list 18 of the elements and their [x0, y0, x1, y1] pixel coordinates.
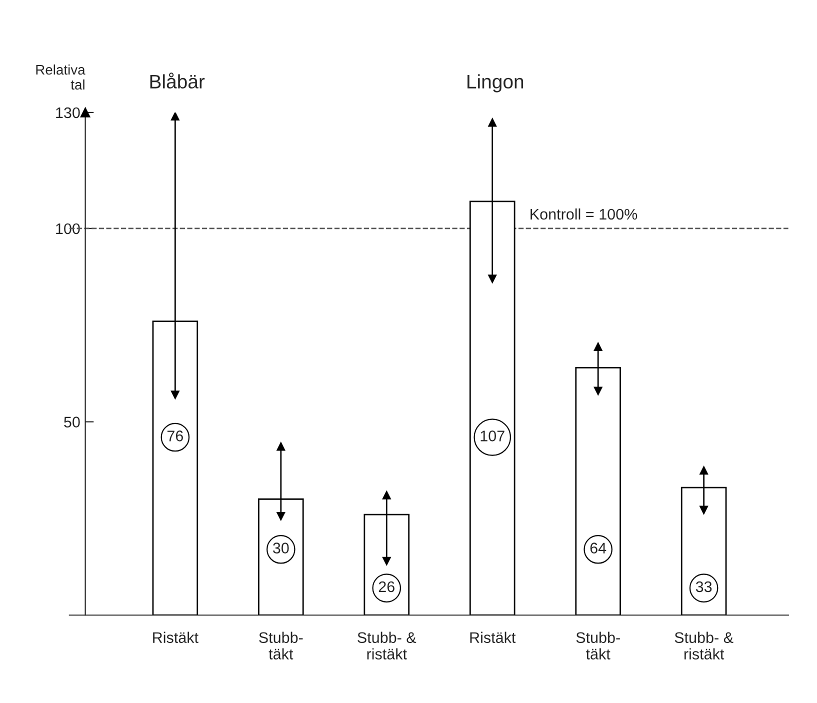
data-label: 33: [696, 581, 712, 592]
data-label: 30: [272, 542, 289, 554]
x-tick-label: Stubb- & ristäkt: [358, 632, 416, 660]
ref-line-label: Kontroll = 100%: [530, 208, 638, 220]
data-label: 76: [167, 430, 183, 442]
y-axis-title: Relativa tal: [36, 64, 86, 90]
y-tick-label: 50: [64, 416, 80, 428]
data-label: 64: [590, 542, 606, 554]
y-tick-label: 130: [56, 107, 80, 118]
text: Blåbär: [150, 72, 205, 89]
x-tick-label: Ristäkt: [470, 632, 516, 644]
data-label: 107: [480, 430, 504, 442]
x-tick-label: Stubb- täkt: [576, 632, 620, 660]
x-tick-label: Stubb- täkt: [259, 632, 303, 660]
text: Lingon: [468, 74, 524, 92]
x-tick-label: Ristäkt: [153, 632, 198, 644]
data-label: 26: [378, 581, 394, 592]
x-tick-label: Stubb- & ristäkt: [674, 632, 734, 660]
